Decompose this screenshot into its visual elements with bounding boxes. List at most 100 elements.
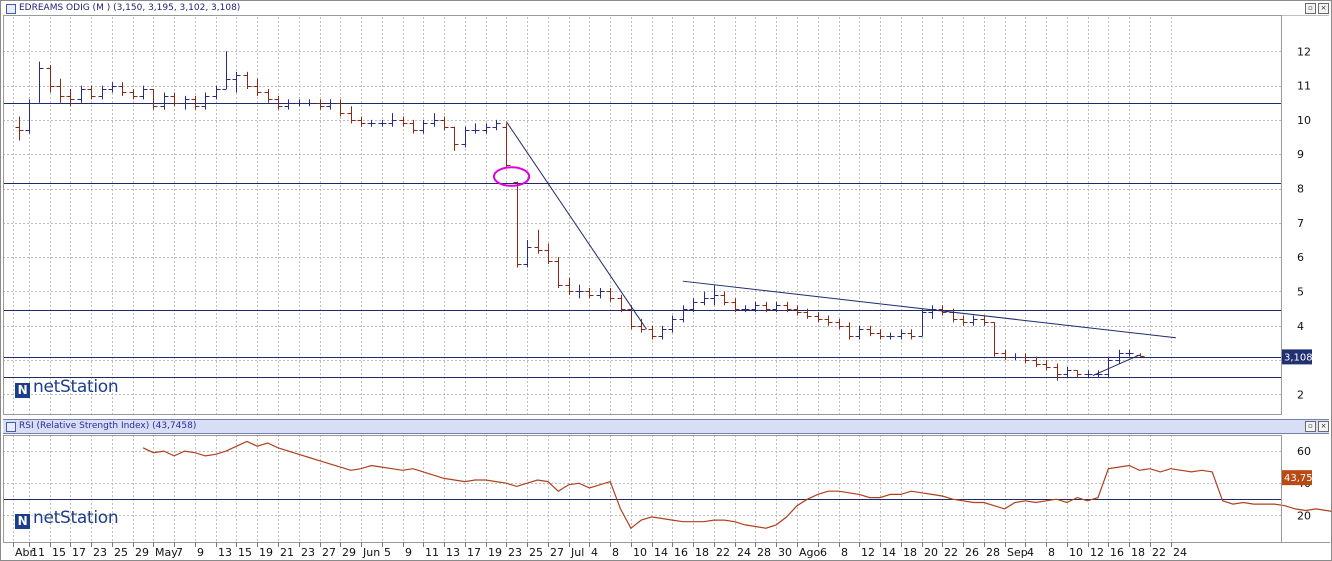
trend-line (682, 280, 1176, 339)
ohlc-bar (1042, 360, 1051, 371)
ohlc-bar (554, 257, 563, 289)
trend-line (1092, 354, 1140, 377)
ohlc-bar (866, 325, 875, 337)
logo-text: netStation (33, 377, 119, 397)
x-tick-label: 23 (508, 546, 522, 559)
ohlc-bar (399, 116, 408, 127)
x-tick-label: 5 (384, 546, 391, 559)
x-tick-label: 13 (218, 546, 232, 559)
ohlc-bar (232, 71, 241, 93)
x-tick-label: 8 (841, 546, 848, 559)
last-price-label: 3,108 (1284, 352, 1313, 363)
ohlc-bar (772, 301, 781, 313)
x-tick-label: 9 (405, 546, 412, 559)
ohlc-bar (741, 305, 750, 313)
rsi-panel-titlebar[interactable]: RSI (Relative Strength Index) (43,7458) … (3, 419, 1329, 434)
ohlc-bar (928, 305, 937, 319)
ohlc-bar (98, 85, 107, 100)
rsi-last-badge (1282, 470, 1312, 486)
ohlc-bar (160, 92, 169, 110)
price-ohlc-bars (15, 51, 1145, 381)
x-tick-label: 28 (757, 546, 771, 559)
ohlc-bar (482, 123, 491, 134)
ohlc-bar (56, 78, 65, 103)
ohlc-bar (751, 301, 760, 313)
x-tick-label: 19 (488, 546, 502, 559)
ohlc-bar (814, 312, 823, 323)
ohlc-bar (1053, 363, 1062, 381)
ohlc-bar (25, 99, 34, 134)
ohlc-bar (461, 126, 470, 148)
x-tick-label: 17 (72, 546, 86, 559)
x-tick-label: 18 (695, 546, 709, 559)
ohlc-bar (907, 329, 916, 340)
rsi-tick-label: 20 (1297, 509, 1311, 522)
ohlc-bar (191, 95, 200, 110)
ohlc-bar (544, 243, 553, 265)
gap-highlight-ellipse (492, 166, 531, 187)
ohlc-bar (201, 92, 210, 110)
ohlc-bar (783, 301, 792, 313)
ohlc-bar (367, 119, 376, 127)
rsi-panel-title: RSI (Relative Strength Index) (43,7458) (19, 421, 197, 431)
ohlc-bar (534, 229, 543, 254)
x-tick-label: 18 (1131, 546, 1145, 559)
close-icon[interactable]: × (1318, 421, 1329, 432)
x-tick-label: 18 (903, 546, 917, 559)
close-icon[interactable]: × (1318, 3, 1329, 14)
price-tick-label: 2 (1297, 388, 1304, 401)
ohlc-bar (1115, 349, 1124, 364)
x-tick-label: 11 (425, 546, 439, 559)
ohlc-bar (918, 308, 927, 337)
restore-icon[interactable]: ▫ (1305, 421, 1316, 432)
x-tick-label: 22 (716, 546, 730, 559)
x-tick-label: 4 (591, 546, 598, 559)
ohlc-bar (388, 113, 397, 127)
x-tick-label: Jun (362, 546, 380, 559)
x-tick-label: 14 (882, 546, 896, 559)
ohlc-bar (1125, 349, 1134, 357)
x-tick-label: 27 (550, 546, 564, 559)
logo-text: netStation (33, 508, 119, 528)
x-tick-label: 10 (1069, 546, 1083, 559)
price-tick-label: 9 (1297, 148, 1304, 161)
ohlc-bar (523, 240, 532, 268)
price-support-lines (3, 103, 1281, 378)
ohlc-bar (793, 305, 802, 316)
price-trend-lines (505, 121, 1176, 377)
restore-icon[interactable]: ▫ (1305, 3, 1316, 14)
ohlc-bar (316, 99, 325, 110)
x-tick-label: 30 (778, 546, 792, 559)
ohlc-bar (565, 277, 574, 295)
netstation-icon: N (15, 514, 30, 529)
price-tick-label: 5 (1297, 285, 1304, 298)
ohlc-bar (87, 85, 96, 100)
rsi-last-label: 43,75 (1284, 473, 1313, 484)
ohlc-bar (1104, 356, 1113, 378)
price-grid (3, 17, 1281, 415)
ohlc-bar (66, 89, 75, 107)
ohlc-bar (700, 291, 709, 306)
price-tick-label: 11 (1297, 80, 1311, 93)
price-tick-label: 8 (1297, 183, 1304, 196)
ohlc-bar (648, 325, 657, 340)
ohlc-bar (959, 315, 968, 326)
ohlc-bar (243, 71, 252, 90)
x-tick-label: Ago (799, 546, 821, 559)
ohlc-bar (938, 305, 947, 316)
price-tick-label: 7 (1297, 217, 1304, 230)
ohlc-bar (606, 288, 615, 302)
x-tick-label: 15 (238, 546, 252, 559)
price-y-axis: 23456789101112 (3, 15, 1311, 415)
x-tick-label: 26 (965, 546, 979, 559)
ohlc-bar (720, 291, 729, 306)
panel-icon (6, 422, 16, 432)
ohlc-bar (897, 329, 906, 340)
rsi-grid (3, 435, 1281, 541)
x-tick-label: 4 (1027, 546, 1034, 559)
ohlc-bar (710, 284, 719, 306)
ohlc-bar (492, 119, 501, 131)
